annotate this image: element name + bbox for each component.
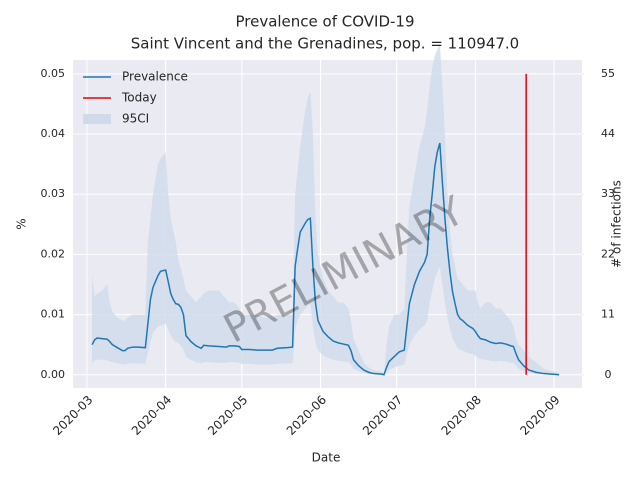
ci-band xyxy=(92,43,560,375)
x-tick-label: 2020-03 xyxy=(50,393,95,438)
y-tick-label: 0.04 xyxy=(41,127,66,140)
y2-tick-label: 55 xyxy=(601,67,615,80)
x-tick-label: 2020-07 xyxy=(360,393,405,438)
legend-swatch xyxy=(83,114,111,124)
x-tick-label: 2020-06 xyxy=(284,393,329,438)
legend-label: Today xyxy=(121,91,157,105)
x-axis-label: Date xyxy=(312,451,341,465)
y2-axis-label: # of infections xyxy=(610,180,624,268)
x-tick-label: 2020-09 xyxy=(517,393,562,438)
legend: Prevalence Today 95CI xyxy=(83,70,188,126)
y2-tick-label: 0 xyxy=(605,368,612,381)
legend-label: 95CI xyxy=(122,112,149,126)
y-tick-label: 0.02 xyxy=(41,247,66,260)
x-tick-label: 2020-04 xyxy=(129,393,174,438)
y-tick-label: 0.03 xyxy=(41,187,66,200)
chart-title: Prevalence of COVID-19 xyxy=(235,13,414,31)
y2-tick-label: 11 xyxy=(601,308,615,321)
marks xyxy=(91,43,560,376)
chart-subtitle: Saint Vincent and the Grenadines, pop. =… xyxy=(131,35,519,53)
y-tick-label: 0.01 xyxy=(41,308,66,321)
y-tick-label: 0.05 xyxy=(41,67,66,80)
y-tick-label: 0.00 xyxy=(41,368,66,381)
prevalence-line xyxy=(91,142,560,376)
y2-tick-label: 33 xyxy=(601,187,615,200)
y2-tick-label: 22 xyxy=(601,247,615,260)
y-axis-label: % xyxy=(15,218,29,229)
legend-label: Prevalence xyxy=(122,70,188,84)
x-tick-label: 2020-05 xyxy=(205,393,250,438)
x-tick-label: 2020-08 xyxy=(439,393,484,438)
y2-tick-label: 44 xyxy=(601,127,615,140)
